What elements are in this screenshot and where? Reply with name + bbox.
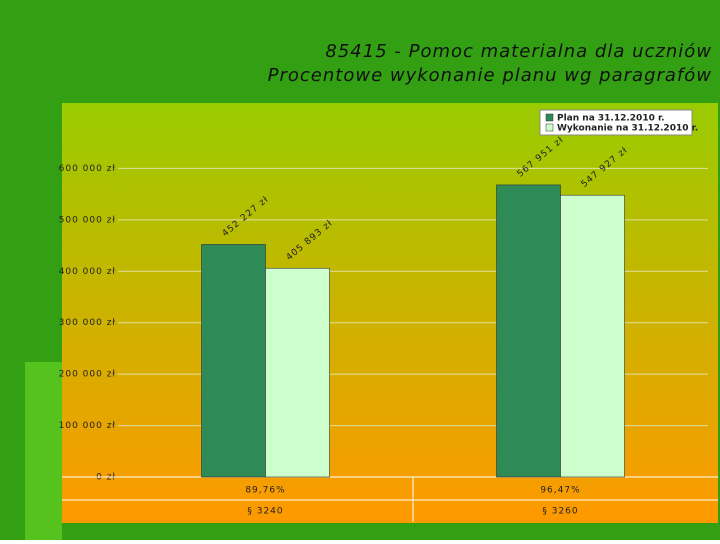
x-sublabel: 96,47% [540, 486, 580, 496]
chart-title: 85415 - Pomoc materialna dla uczniów [325, 41, 712, 62]
legend-swatch [545, 123, 554, 132]
bar [560, 194, 625, 478]
chart-subtitle: Procentowe wykonanie planu wg paragrafów [268, 65, 712, 86]
x-sublabel: 89,76% [245, 486, 285, 496]
x-tick-label: § 3260 [542, 507, 578, 517]
y-tick-label: 500 000 zł [59, 215, 116, 225]
bar [201, 244, 266, 478]
y-tick-label: 200 000 zł [59, 370, 116, 380]
bar [265, 267, 330, 478]
legend-label: Wykonanie na 31.12.2010 r. [557, 124, 698, 134]
y-tick-label: 400 000 zł [59, 267, 116, 277]
x-tick-label: § 3240 [247, 507, 283, 517]
legend-label: Plan na 31.12.2010 r. [557, 114, 665, 124]
y-tick-label: 600 000 zł [59, 164, 116, 174]
y-tick-label: 300 000 zł [59, 318, 116, 328]
legend [539, 109, 693, 136]
legend-swatch [545, 113, 554, 122]
decoration [25, 362, 62, 540]
bar [496, 184, 561, 478]
y-tick-label: 100 000 zł [59, 421, 116, 431]
